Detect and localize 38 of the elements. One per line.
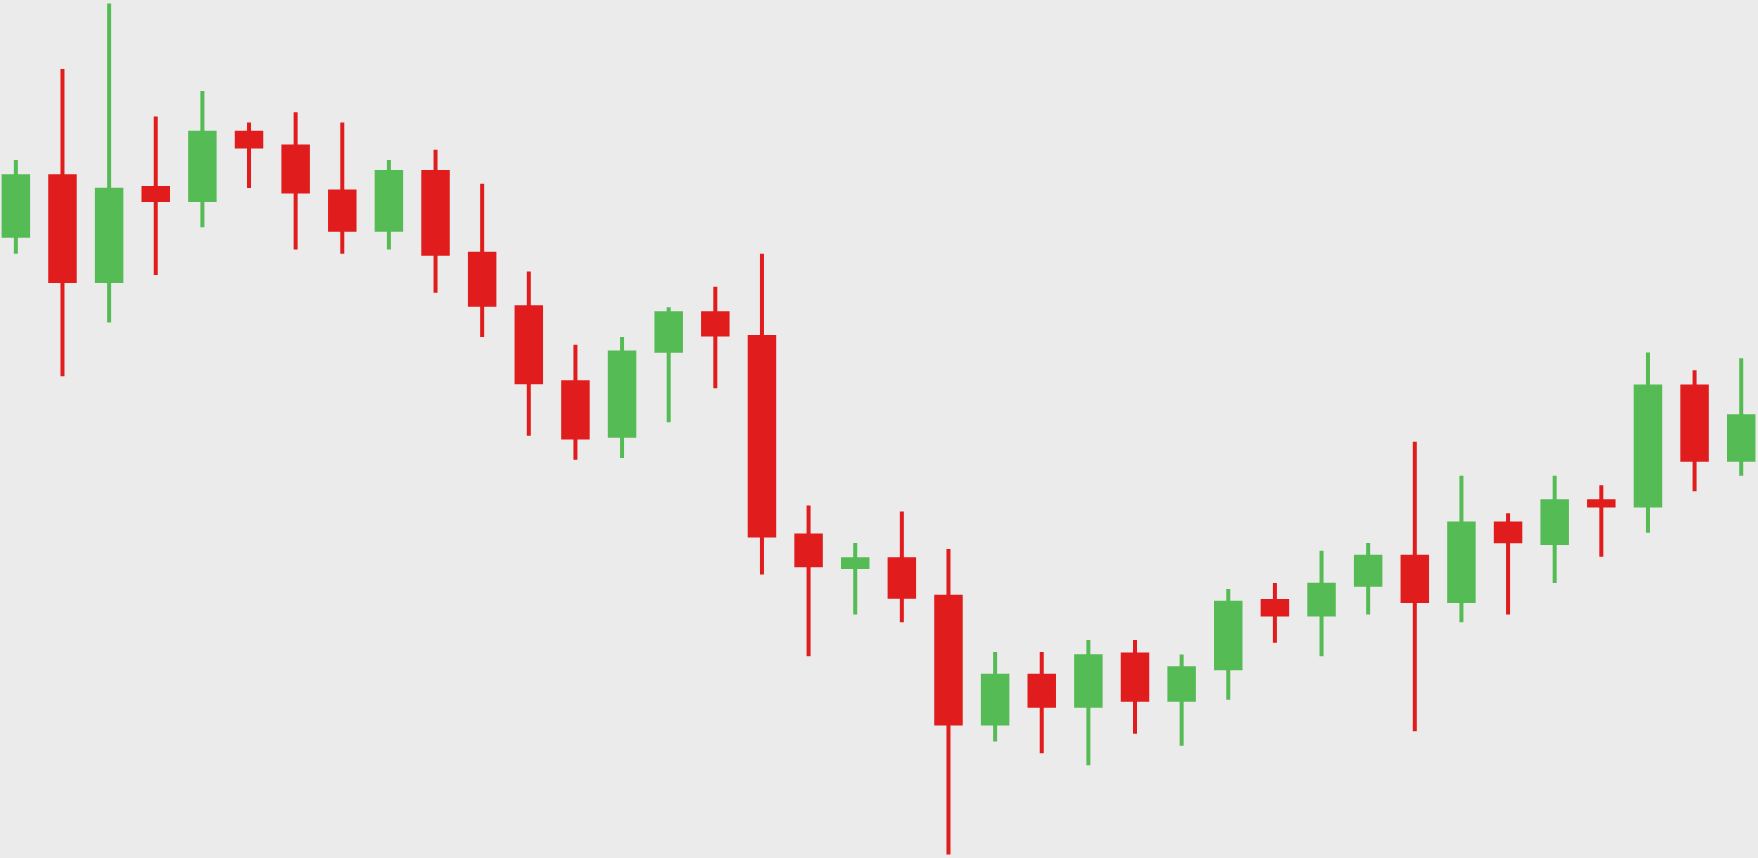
candlestick [747,251,777,577]
candlestick [467,181,497,340]
candlestick [328,120,357,256]
candlestick [1120,638,1150,736]
candlestick [234,120,264,191]
candlestick [421,147,450,295]
candlestick [1633,350,1663,535]
candlestick [1167,652,1196,748]
candlestick [1680,368,1709,494]
candlestick [48,66,77,379]
candlestick [1587,483,1616,559]
candlestick [1027,650,1056,756]
candlestick [887,509,917,625]
candlestick [1447,473,1476,625]
candlestick [94,1,124,325]
candlestick [980,650,1010,744]
candlestick [188,89,217,230]
candlestick [607,335,637,460]
candlestick [1493,511,1523,617]
candlestick [374,158,404,252]
candlestick [840,541,870,617]
candlestick [701,284,730,391]
candlestick [654,305,683,425]
candlestick [141,114,170,277]
candlestick [1353,541,1383,617]
candlestick [1214,587,1243,702]
candlestick [934,547,963,857]
candlestick [1307,548,1336,659]
candlestick [1074,638,1103,768]
candlestick [1726,356,1756,478]
candlestick [794,503,823,659]
candlestick [1400,439,1430,734]
candlestick [281,110,310,252]
candlestick [561,342,590,462]
candlestick [1260,581,1290,645]
candlestick [1540,473,1569,586]
candlestick [1,158,31,256]
candlestick [514,269,544,438]
